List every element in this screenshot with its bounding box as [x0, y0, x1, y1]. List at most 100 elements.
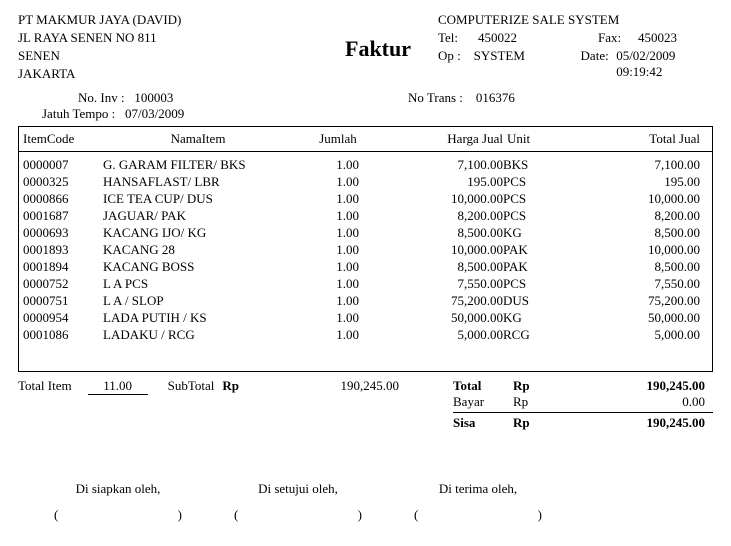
table-row: 0000693KACANG IJO/ KG1.008,500.00KG8,500…	[19, 224, 712, 241]
cell-name: ICE TEA CUP/ DUS	[103, 190, 293, 207]
col-unit: Unit	[503, 131, 553, 147]
paren-close: )	[358, 507, 362, 523]
cell-code: 0000866	[23, 190, 103, 207]
cell-total: 8,500.00	[553, 258, 708, 275]
tel-value: 450022	[478, 30, 598, 46]
inv-label: No. Inv :	[78, 90, 125, 105]
total-item-value: 11.00	[88, 378, 148, 395]
cell-jumlah: 1.00	[293, 258, 383, 275]
table-row: 0001086LADAKU / RCG1.005,000.00RCG5,000.…	[19, 326, 712, 343]
bayar-value: 0.00	[553, 394, 713, 410]
cell-unit: BKS	[503, 156, 553, 173]
invoice-table: ItemCode NamaItem Jumlah Harga Jual Unit…	[18, 126, 713, 372]
cell-code: 0000752	[23, 275, 103, 292]
table-row: 0001687JAGUAR/ PAK1.008,200.00PCS8,200.0…	[19, 207, 712, 224]
cell-code: 0000693	[23, 224, 103, 241]
cell-jumlah: 1.00	[293, 241, 383, 258]
sign-prepared-label: Di siapkan oleh,	[48, 481, 188, 497]
table-row: 0001894KACANG BOSS1.008,500.00PAK8,500.0…	[19, 258, 712, 275]
subtotal-value: 190,245.00	[269, 378, 399, 394]
cell-harga: 8,500.00	[383, 258, 503, 275]
total-value: 190,245.00	[553, 378, 713, 394]
col-code: ItemCode	[23, 131, 103, 147]
cell-unit: PCS	[503, 207, 553, 224]
company-block: PT MAKMUR JAYA (DAVID) JL RAYA SENEN NO …	[18, 12, 318, 84]
cell-name: L A / SLOP	[103, 292, 293, 309]
cell-jumlah: 1.00	[293, 173, 383, 190]
col-name: NamaItem	[103, 131, 293, 147]
system-title: COMPUTERIZE SALE SYSTEM	[438, 12, 619, 28]
sisa-label: Sisa	[453, 415, 513, 431]
col-harga: Harga Jual	[383, 131, 503, 147]
cell-unit: PAK	[503, 258, 553, 275]
cell-jumlah: 1.00	[293, 207, 383, 224]
cell-unit: PAK	[503, 241, 553, 258]
cell-harga: 7,550.00	[383, 275, 503, 292]
totals-right: Total Rp 190,245.00 Bayar Rp 0.00 Sisa R…	[453, 378, 713, 431]
cell-code: 0001086	[23, 326, 103, 343]
sign-received: Di terima oleh, ( )	[408, 481, 548, 523]
total-currency: Rp	[513, 378, 553, 394]
bayar-label: Bayar	[453, 394, 513, 410]
sign-prepared: Di siapkan oleh, ( )	[48, 481, 188, 523]
cell-code: 0001893	[23, 241, 103, 258]
table-row: 0000752L A PCS1.007,550.00PCS7,550.00	[19, 275, 712, 292]
cell-name: LADAKU / RCG	[103, 326, 293, 343]
company-city: JAKARTA	[18, 66, 318, 82]
doc-title: Faktur	[318, 36, 438, 62]
total-label: Total	[453, 378, 513, 394]
totals-left: Total Item 11.00 SubTotal Rp 190,245.00	[18, 378, 399, 431]
cell-harga: 195.00	[383, 173, 503, 190]
subtotal-label: SubTotal	[168, 378, 215, 394]
fax-value: 450023	[638, 30, 677, 46]
cell-code: 0000954	[23, 309, 103, 326]
op-value: SYSTEM	[474, 48, 581, 80]
cell-total: 7,100.00	[553, 156, 708, 173]
cell-harga: 10,000.00	[383, 190, 503, 207]
cell-total: 195.00	[553, 173, 708, 190]
cell-jumlah: 1.00	[293, 292, 383, 309]
jt-value: 07/03/2009	[125, 106, 184, 121]
cell-total: 75,200.00	[553, 292, 708, 309]
cell-total: 10,000.00	[553, 190, 708, 207]
cell-unit: DUS	[503, 292, 553, 309]
system-block: COMPUTERIZE SALE SYSTEM Tel: 450022 Fax:…	[438, 12, 713, 84]
table-row: 0000007G. GARAM FILTER/ BKS1.007,100.00B…	[19, 156, 712, 173]
cell-harga: 75,200.00	[383, 292, 503, 309]
cell-jumlah: 1.00	[293, 190, 383, 207]
cell-total: 8,200.00	[553, 207, 708, 224]
doc-title-block: Faktur	[318, 12, 438, 84]
cell-code: 0000325	[23, 173, 103, 190]
sign-approved-label: Di setujui oleh,	[228, 481, 368, 497]
cell-unit: KG	[503, 309, 553, 326]
paren-open: (	[414, 507, 418, 523]
cell-harga: 5,000.00	[383, 326, 503, 343]
cell-total: 50,000.00	[553, 309, 708, 326]
cell-code: 0000007	[23, 156, 103, 173]
table-row: 0000751L A / SLOP1.0075,200.00DUS75,200.…	[19, 292, 712, 309]
cell-unit: PCS	[503, 275, 553, 292]
date-label: Date:	[581, 48, 617, 80]
header: PT MAKMUR JAYA (DAVID) JL RAYA SENEN NO …	[18, 12, 713, 84]
company-address2: SENEN	[18, 48, 318, 64]
sign-approved: Di setujui oleh, ( )	[228, 481, 368, 523]
cell-name: KACANG 28	[103, 241, 293, 258]
cell-name: LADA PUTIH / KS	[103, 309, 293, 326]
paren-open: (	[54, 507, 58, 523]
cell-harga: 8,500.00	[383, 224, 503, 241]
paren-close: )	[178, 507, 182, 523]
cell-unit: PCS	[503, 173, 553, 190]
col-jumlah: Jumlah	[293, 131, 383, 147]
cell-code: 0001894	[23, 258, 103, 275]
cell-unit: KG	[503, 224, 553, 241]
paren-close: )	[538, 507, 542, 523]
meta-block: No. Inv : 100003 Jatuh Tempo : 07/03/200…	[18, 90, 713, 122]
col-total: Total Jual	[553, 131, 708, 147]
table-body: 0000007G. GARAM FILTER/ BKS1.007,100.00B…	[19, 152, 712, 371]
cell-total: 7,550.00	[553, 275, 708, 292]
cell-jumlah: 1.00	[293, 224, 383, 241]
cell-jumlah: 1.00	[293, 309, 383, 326]
bayar-currency: Rp	[513, 394, 553, 410]
trans-label: No Trans :	[408, 90, 463, 105]
signatures: Di siapkan oleh, ( ) Di setujui oleh, ( …	[18, 481, 713, 523]
